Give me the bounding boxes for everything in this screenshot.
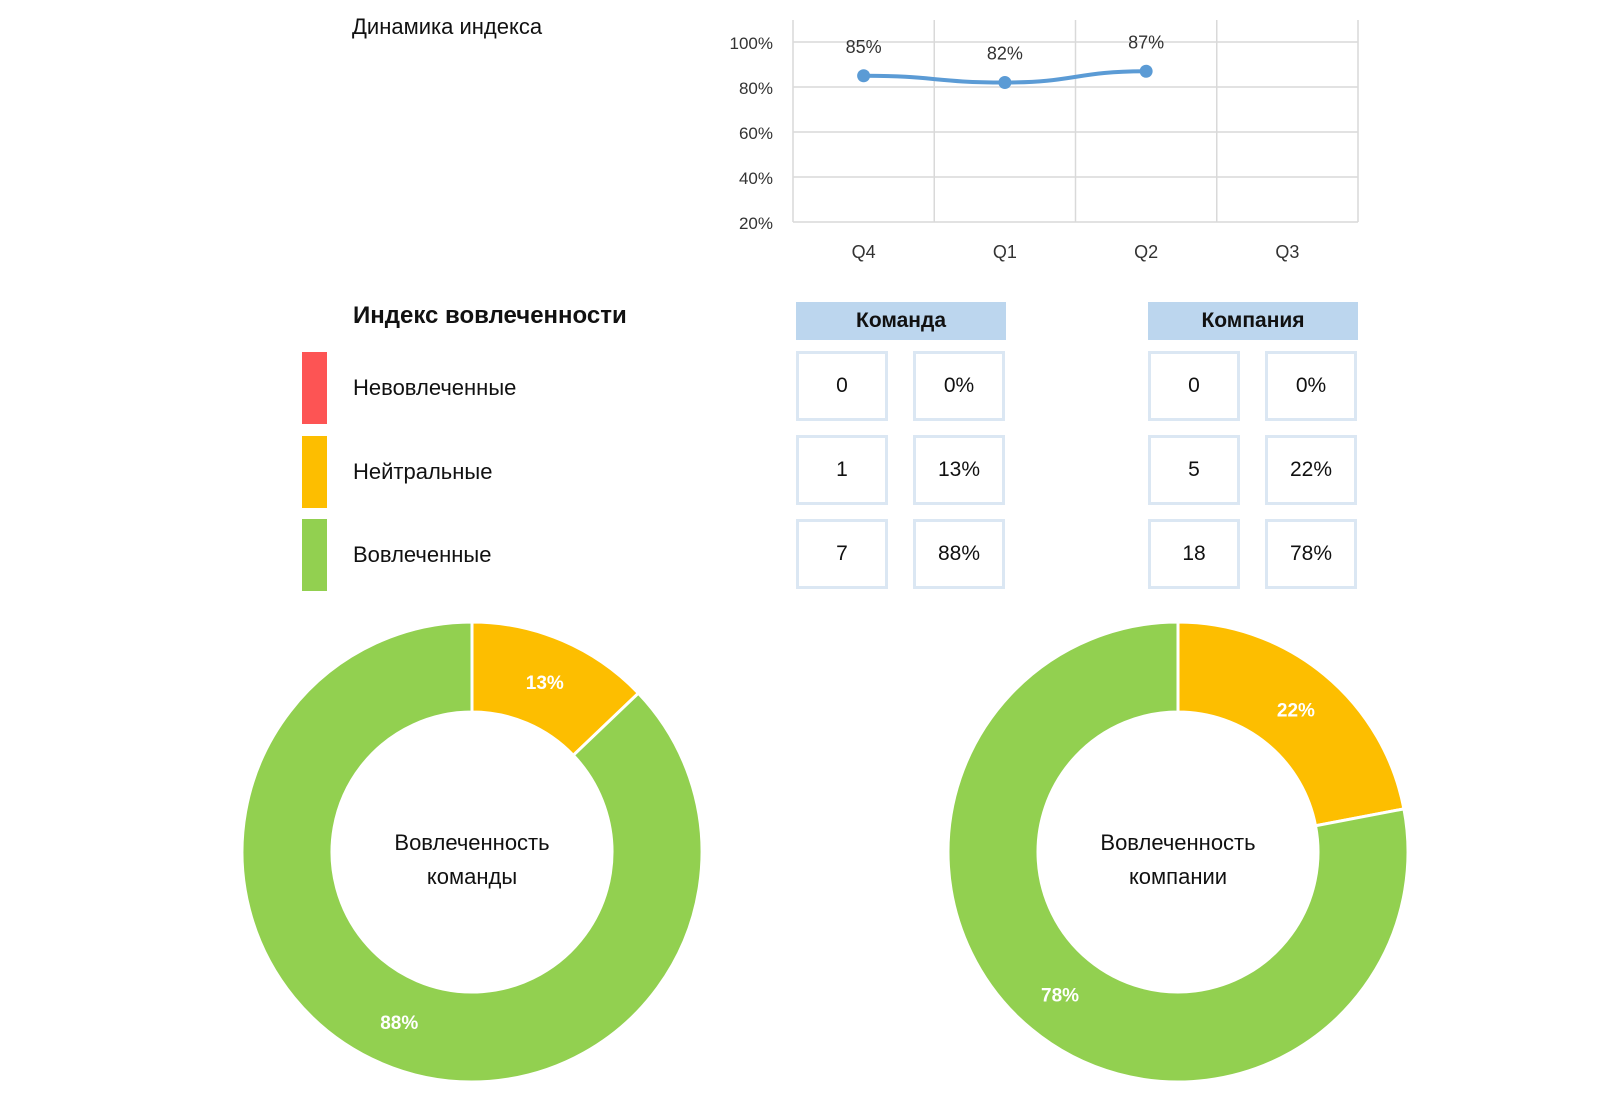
data-point bbox=[1139, 64, 1153, 78]
donut-center-label: команды bbox=[427, 864, 517, 889]
company-percent-disengaged: 0% bbox=[1265, 351, 1357, 421]
x-tick-label: Q1 bbox=[993, 242, 1017, 262]
donut-slice bbox=[946, 620, 1410, 1084]
company-count-neutral: 5 bbox=[1148, 435, 1240, 505]
team-table-header: Команда bbox=[796, 302, 1006, 340]
y-tick-label: 80% bbox=[739, 79, 773, 98]
data-label: 85% bbox=[846, 37, 882, 57]
legend-label-engaged: Вовлеченные bbox=[353, 542, 492, 567]
company-percent-engaged: 78% bbox=[1265, 519, 1357, 589]
x-tick-label: Q2 bbox=[1134, 242, 1158, 262]
legend-label-disengaged: Невовлеченные bbox=[353, 375, 517, 400]
donut-center-label: Вовлеченность bbox=[394, 830, 549, 855]
slice-label: 88% bbox=[380, 1013, 418, 1034]
legend-swatch-engaged bbox=[302, 519, 327, 591]
y-tick-label: 100% bbox=[730, 34, 773, 53]
team-count-disengaged: 0 bbox=[796, 351, 888, 421]
company-count-disengaged: 0 bbox=[1148, 351, 1240, 421]
team-percent-disengaged: 0% bbox=[913, 351, 1005, 421]
data-label: 82% bbox=[987, 44, 1023, 64]
legend-swatch-neutral bbox=[302, 436, 327, 508]
legend-swatch-disengaged bbox=[302, 352, 327, 424]
company-percent-neutral: 22% bbox=[1265, 435, 1357, 505]
donut-slice bbox=[1176, 620, 1406, 828]
legend-row-disengaged: Невовлеченные bbox=[302, 352, 722, 424]
line-grid bbox=[792, 20, 1359, 223]
index-dynamics-chart: 100% 80% 60% 40% 20% Q4 Q1 Q2 Q3 85% 82% 87% bbox=[730, 20, 1359, 262]
legend-label-neutral: Нейтральные bbox=[353, 459, 493, 484]
legend-row-neutral: Нейтральные bbox=[302, 436, 722, 508]
x-tick-label: Q3 bbox=[1275, 242, 1299, 262]
team-percent-engaged: 88% bbox=[913, 519, 1005, 589]
engagement-index-title: Индекс вовлеченности bbox=[353, 302, 627, 329]
company-count-engaged: 18 bbox=[1148, 519, 1240, 589]
y-tick-label: 40% bbox=[739, 169, 773, 188]
x-tick-label: Q4 bbox=[852, 242, 876, 262]
donut-center-label: Вовлеченность bbox=[1100, 830, 1255, 855]
line-chart-title: Динамика индекса bbox=[352, 14, 543, 39]
y-tick-label: 60% bbox=[739, 124, 773, 143]
y-tick-label: 20% bbox=[739, 214, 773, 233]
donut-slice bbox=[240, 620, 704, 1084]
team-percent-neutral: 13% bbox=[913, 435, 1005, 505]
legend-row-engaged: Вовлеченные bbox=[302, 519, 722, 591]
team-count-neutral: 1 bbox=[796, 435, 888, 505]
donut-center-label: компании bbox=[1129, 864, 1227, 889]
data-label: 87% bbox=[1128, 32, 1164, 52]
data-point bbox=[857, 69, 871, 83]
slice-label: 22% bbox=[1277, 700, 1315, 721]
slice-label: 13% bbox=[526, 673, 564, 694]
company-table-header: Компания bbox=[1148, 302, 1358, 340]
data-point bbox=[998, 76, 1012, 89]
slice-label: 78% bbox=[1041, 986, 1079, 1007]
team-count-engaged: 7 bbox=[796, 519, 888, 589]
